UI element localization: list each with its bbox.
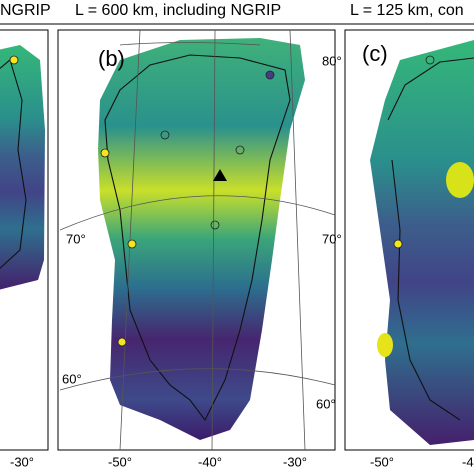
map-panel-a: [0, 29, 49, 451]
map-panel-b: (b): [57, 29, 336, 451]
panel-title: L = 125 km, con: [350, 2, 464, 19]
panel-label: (b): [98, 46, 125, 71]
latitude-label: 60°: [62, 371, 82, 386]
latitude-label: 70°: [322, 231, 342, 246]
panel-title: NGRIP: [0, 2, 51, 19]
longitude-label: -4: [462, 454, 474, 469]
map-panel-c: (c): [344, 29, 474, 451]
longitude-label: -50°: [370, 454, 394, 469]
ngrip-marker: [213, 169, 227, 181]
latitude-label: 70°: [66, 231, 86, 246]
longitude-label: -30°: [283, 454, 307, 469]
latitude-label: 60°: [316, 396, 336, 411]
panel-title: L = 600 km, including NGRIP: [75, 2, 281, 19]
longitude-label: -50°: [108, 454, 132, 469]
panel-label: (c): [362, 41, 388, 66]
latitude-label: 80°: [322, 53, 342, 68]
longitude-label: -40°: [198, 454, 222, 469]
longitude-label: -30°: [10, 454, 34, 469]
